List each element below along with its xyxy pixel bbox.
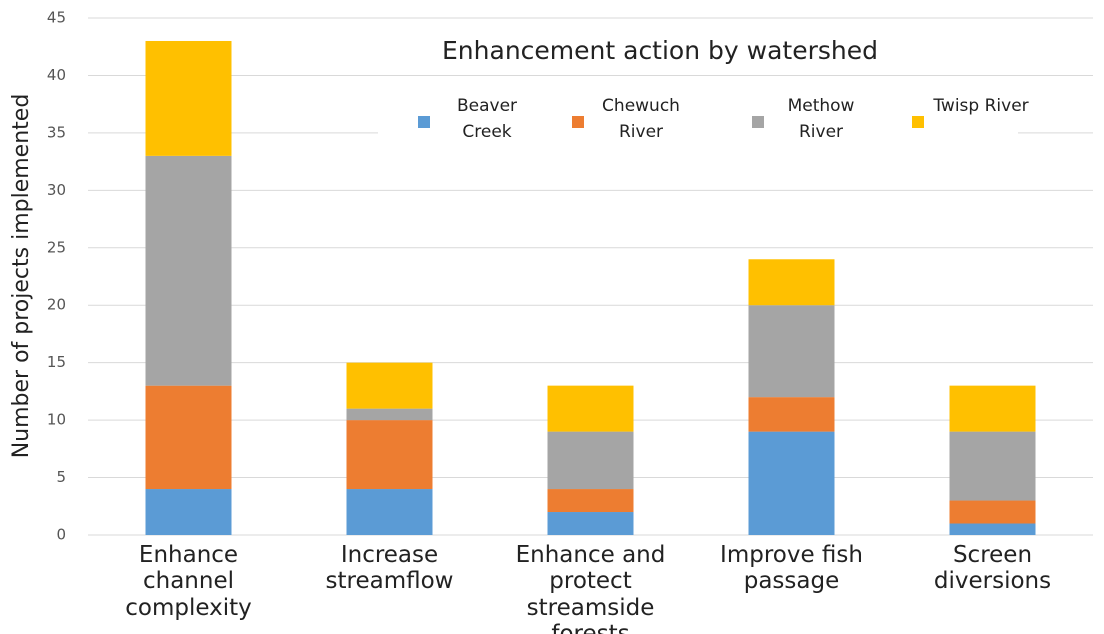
y-tick-label: 30 [47,181,66,199]
bar-segment [146,386,232,489]
bar-segment [548,512,634,535]
bar-segment [146,489,232,535]
legend-label: Twisp River [926,94,1036,120]
y-tick-label: 40 [47,66,66,84]
y-tick-label: 20 [47,296,66,314]
bar-segment [347,420,433,489]
y-tick-label: 35 [47,123,66,141]
bar-segment [950,501,1036,524]
chart-title: Enhancement action by watershed [442,36,878,65]
bar-segment [548,386,634,432]
bar-segment [749,397,835,431]
x-tick-label: Enhance and protect streamside forests [496,542,686,634]
bar-segment [347,409,433,420]
bar-segment [347,363,433,409]
bar-segment [548,432,634,489]
legend-label: Chewuch River [586,94,696,145]
bar-segment [548,489,634,512]
bar-segment [749,432,835,535]
bar-segment [347,489,433,535]
y-tick-label: 10 [47,411,66,429]
y-tick-label: 0 [56,526,66,544]
legend-swatch [912,116,924,128]
bar-segment [950,432,1036,501]
y-tick-label: 5 [56,468,66,486]
y-axis-label: Number of projects implemented [9,94,34,459]
y-tick-label: 25 [47,238,66,256]
legend-swatch [418,116,430,128]
x-tick-label: Increase streamflow [295,542,485,595]
y-tick-label: 15 [47,353,66,371]
bar-segment [749,259,835,305]
bar-segment [146,41,232,156]
bar-segment [749,305,835,397]
page: Enhancement action by watershed Number o… [0,0,1104,634]
bar-segment [950,386,1036,432]
legend-swatch [572,116,584,128]
y-tick-label: 45 [47,9,66,27]
x-tick-label: Improve fish passage [697,542,887,595]
bar-segment [950,524,1036,535]
legend-label: Beaver Creek [432,94,542,145]
x-tick-label: Enhance channel complexity [94,542,284,621]
legend-label: Methow River [766,94,876,145]
legend-swatch [752,116,764,128]
x-tick-label: Screen diversions [898,542,1088,595]
bar-segment [146,156,232,386]
